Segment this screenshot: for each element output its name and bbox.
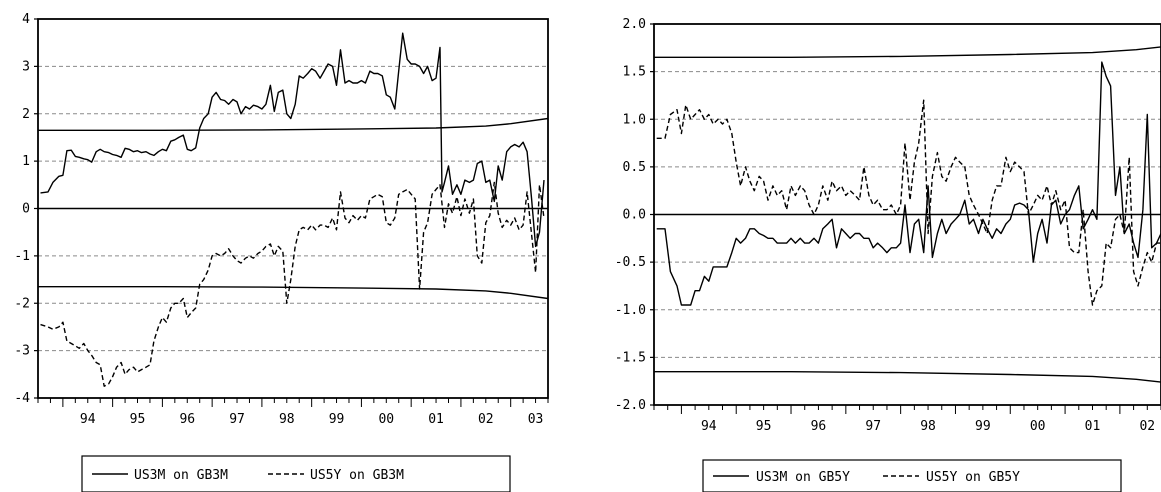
x-tick-label: 96 [811, 419, 827, 434]
y-tick-label: -2.0 [615, 398, 646, 413]
legend: US3M on GB3M US5Y on GB3M [81, 455, 511, 492]
y-tick-label: 2 [22, 107, 30, 122]
x-tick-label: 97 [229, 412, 245, 427]
plot-frame [653, 23, 1161, 406]
lower-band-line [38, 286, 548, 300]
legend-label: US5Y on GB5Y [926, 470, 1020, 485]
legend-label: US3M on GB5Y [756, 470, 850, 485]
plot-frame [37, 18, 549, 399]
y-tick-label: -0.5 [615, 255, 646, 270]
y-tick-label: -1 [14, 249, 30, 264]
y-tick-label: -1.5 [615, 350, 646, 365]
y-tick-label: -4 [14, 391, 30, 406]
x-tick-label: 94 [701, 419, 717, 434]
upper-band-line [38, 117, 548, 131]
x-tick-label: 96 [179, 412, 195, 427]
series-line [40, 181, 545, 387]
series-group [38, 32, 548, 387]
y-tick-label: -3 [14, 344, 30, 359]
y-tick-label: 4 [22, 12, 30, 27]
y-tick-label: 1.5 [623, 65, 646, 80]
y-tick-label: 3 [22, 59, 30, 74]
series-group [654, 46, 1161, 383]
series-line [656, 61, 1161, 306]
x-tick-label: 00 [1030, 419, 1046, 434]
legend-label: US5Y on GB3M [310, 468, 404, 483]
x-tick-label: 01 [1085, 419, 1101, 434]
y-tick-label: -1.0 [615, 303, 646, 318]
x-tick-label: 97 [865, 419, 881, 434]
y-tick-label: 0 [22, 202, 30, 217]
lower-band-line [654, 371, 1161, 383]
series-line [40, 32, 545, 248]
x-tick-label: 01 [428, 412, 444, 427]
legend-label: US3M on GB3M [134, 468, 228, 483]
y-tick-label: 0.0 [623, 208, 646, 223]
x-tick-label: 00 [378, 412, 394, 427]
x-tick-label: 02 [478, 412, 494, 427]
y-tick-label: -2 [14, 296, 30, 311]
chart-1: 4 3 2 1 0 -1 -2 -3 -4 94 95 96 97 98 99 00 01 02 03 US3M on… [14, 12, 549, 492]
y-tick-label: 2.0 [623, 17, 646, 32]
x-tick-label: 99 [975, 419, 991, 434]
x-tick-label: 99 [329, 412, 345, 427]
x-tick-label: 98 [920, 419, 936, 434]
upper-band-line [654, 46, 1161, 58]
legend: US3M on GB5Y US5Y on GB5Y [702, 459, 1122, 492]
x-tick-label: 95 [130, 412, 146, 427]
y-tick-label: 0.5 [623, 160, 646, 175]
chart-2: 2.0 1.5 1.0 0.5 0.0 -0.5 -1.0 -1.5 -2.0 94 95 96 97 9… [615, 17, 1161, 492]
y-tick-label: 1 [22, 154, 30, 169]
series-line [656, 99, 1161, 306]
x-tick-label: 03 [528, 412, 544, 427]
x-tick-label: 94 [80, 412, 96, 427]
y-tick-label: 1.0 [623, 112, 646, 127]
x-tick-label: 98 [279, 412, 295, 427]
x-tick-label: 02 [1139, 419, 1155, 434]
x-tick-label: 95 [756, 419, 772, 434]
